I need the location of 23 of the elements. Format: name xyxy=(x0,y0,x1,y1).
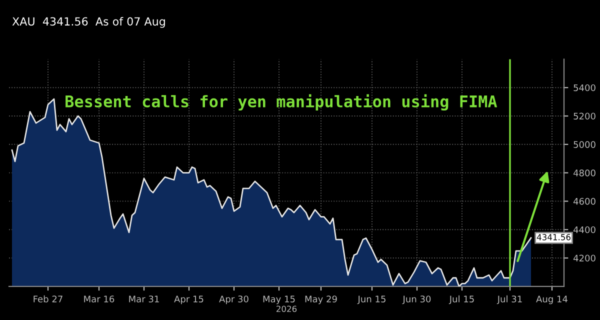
annotation: Bessent calls for yen manipulation using FIMA xyxy=(66,94,498,111)
y-tick-label: 5200 xyxy=(574,112,596,120)
y-tick-label: 5400 xyxy=(574,84,596,92)
x-tick-label: Jun 30 xyxy=(402,296,431,304)
y-tick-label: 4800 xyxy=(573,170,596,176)
x-tick-label: Jul 15 xyxy=(448,295,474,304)
x-tick-label: May 15 xyxy=(263,296,295,304)
x-tick-label: Feb 27 xyxy=(34,295,62,302)
x-tick-label: Mar 31 xyxy=(129,296,159,302)
y-tick-label: 4200 xyxy=(573,254,596,262)
chart-title: XAU 4341.56 As of 07 Aug xyxy=(12,17,165,28)
data-label: 4341.56 xyxy=(536,234,570,240)
x-axis-title: 2026 xyxy=(276,306,297,312)
x-tick-label: Jun 15 xyxy=(357,296,386,304)
x-tick-label: May 29 xyxy=(305,296,337,304)
y-tick-label: 4400 xyxy=(573,226,596,234)
y-tick-label: 5000 xyxy=(574,141,596,148)
x-tick-label: Apr 30 xyxy=(219,296,248,304)
x-tick-label: Aug 14 xyxy=(536,296,568,304)
x-tick-label: Mar 16 xyxy=(84,296,114,302)
y-tick-label: 4600 xyxy=(573,198,596,205)
x-tick-label: Jul 31 xyxy=(496,295,522,304)
x-tick-label: Apr 15 xyxy=(174,296,204,304)
